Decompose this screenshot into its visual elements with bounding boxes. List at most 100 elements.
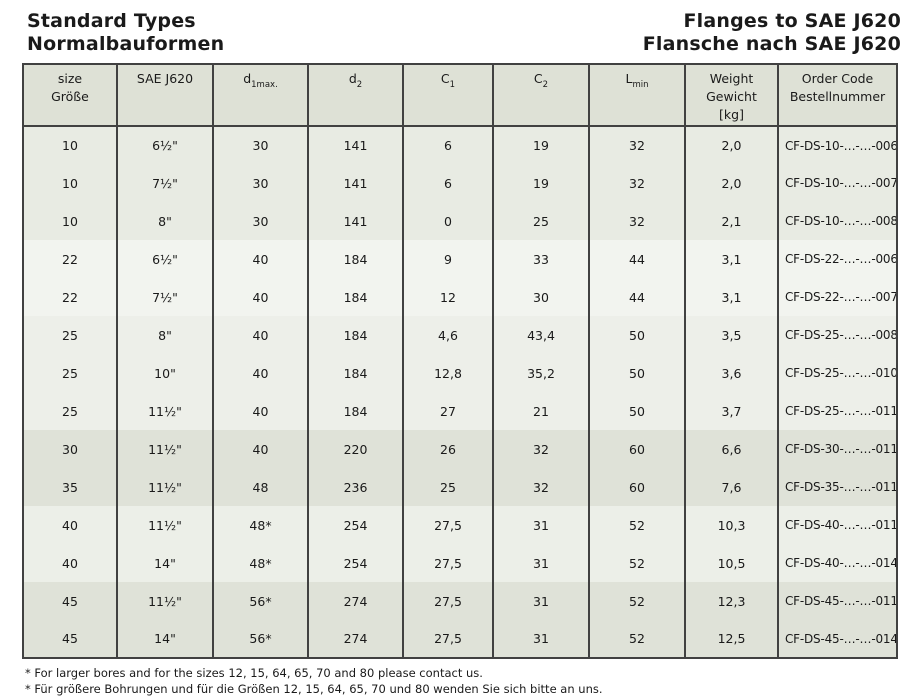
order-code-cell: CF-DS-22-…-…-006	[777, 240, 897, 278]
cell: 32	[588, 126, 685, 164]
cell: 12,3	[684, 582, 778, 620]
cell: 4,6	[402, 316, 493, 354]
column-header-sae-j620: SAE J620	[116, 64, 213, 127]
cell: 274	[307, 582, 403, 620]
table-row: 40 14" 48* 254 27,5 31 52 10,5 CF-DS-40-…-…-014	[23, 544, 897, 582]
table-row: 45 14" 56* 274 27,5 31 52 12,5 CF-DS-45-…-…-014	[23, 620, 897, 658]
cell: 44	[588, 240, 685, 278]
column-header-c2: C2	[492, 64, 589, 127]
cell: 2,0	[684, 164, 778, 202]
cell: 6	[402, 164, 493, 202]
cell: 30	[212, 126, 308, 164]
table-row: 35 11½" 48 236 25 32 60 7,6 CF-DS-35-…-…-011	[23, 468, 897, 506]
flange-table: size Größe SAE J620 d1max. d2 C1 C2 Lmin Weight G…	[22, 63, 898, 659]
cell: 50	[588, 316, 685, 354]
footnote-de: * Für größere Bohrungen und für die Größ…	[25, 682, 603, 696]
order-code-cell: CF-DS-25-…-…-011	[777, 392, 897, 430]
cell: 10	[62, 213, 78, 229]
table-row: 22 6½" 40 184 9 33 44 3,1 CF-DS-22-…-…-006	[23, 240, 897, 278]
cell: 3,1	[684, 278, 778, 316]
cell: 11½"	[116, 468, 213, 506]
cell: 19	[492, 126, 589, 164]
cell: 40	[62, 517, 78, 533]
cell: 220	[307, 430, 403, 468]
column-header-d1max: d1max.	[212, 64, 308, 127]
page-title-right: Flanges to SAE J620 Flansche nach SAE J6…	[643, 10, 901, 56]
cell: 30	[492, 278, 589, 316]
cell: 3,5	[684, 316, 778, 354]
cell: 31	[492, 506, 589, 544]
table-row: 25 10" 40 184 12,8 35,2 50 3,6 CF-DS-25-…-…-010	[23, 354, 897, 392]
order-code-cell: CF-DS-30-…-…-011	[777, 430, 897, 468]
cell: 10,5	[684, 544, 778, 582]
cell: 45	[62, 631, 78, 646]
cell: 8"	[116, 202, 213, 240]
cell: 56*	[212, 620, 308, 658]
cell: 40	[212, 354, 308, 392]
page-header: Standard Types Normalbauformen Flanges t…	[27, 10, 901, 56]
footnote-en: * For larger bores and for the sizes 12,…	[25, 666, 483, 680]
cell: 25	[402, 468, 493, 506]
cell: 141	[307, 126, 403, 164]
cell: 48	[212, 468, 308, 506]
cell: 184	[307, 240, 403, 278]
cell: 184	[307, 392, 403, 430]
table-row: 10 8" 30 141 0 25 32 2,1 CF-DS-10-…-…-008	[23, 202, 897, 240]
cell: 40	[212, 430, 308, 468]
cell: 40	[212, 392, 308, 430]
cell: 19	[492, 164, 589, 202]
cell: 7½"	[116, 164, 213, 202]
cell: 27,5	[402, 506, 493, 544]
cell: 6½"	[116, 240, 213, 278]
cell: 11½"	[116, 582, 213, 620]
cell: 14"	[116, 544, 213, 582]
cell: 56*	[212, 582, 308, 620]
cell: 12,5	[684, 620, 778, 658]
cell: 27,5	[402, 582, 493, 620]
order-code-cell: CF-DS-10-…-…-008	[777, 202, 897, 240]
cell: 32	[492, 430, 589, 468]
cell: 31	[492, 620, 589, 658]
cell: 141	[307, 202, 403, 240]
cell: 10	[62, 175, 78, 191]
cell: 0	[402, 202, 493, 240]
order-code-cell: CF-DS-45-…-…-014	[777, 620, 897, 658]
cell: 6,6	[684, 430, 778, 468]
cell: 52	[588, 620, 685, 658]
cell: 6½"	[116, 126, 213, 164]
title-normalbauformen: Normalbauformen	[27, 33, 225, 55]
table-row: 22 7½" 40 184 12 30 44 3,1 CF-DS-22-…-…-007	[23, 278, 897, 316]
cell: 32	[492, 468, 589, 506]
cell: 6	[402, 126, 493, 164]
column-header-d2: d2	[307, 64, 403, 127]
cell: 30	[212, 202, 308, 240]
cell: 12	[402, 278, 493, 316]
cell: 14"	[116, 620, 213, 658]
cell: 9	[402, 240, 493, 278]
cell: 60	[588, 468, 685, 506]
page-title-left: Standard Types Normalbauformen	[27, 10, 224, 56]
table-row: 10 6½" 30 141 6 19 32 2,0 CF-DS-10-…-…-006	[23, 126, 897, 164]
cell: 35	[62, 479, 78, 495]
cell: 44	[588, 278, 685, 316]
cell: 50	[588, 392, 685, 430]
cell: 3,1	[684, 240, 778, 278]
table-row: 25 8" 40 184 4,6 43,4 50 3,5 CF-DS-25-…-…-008	[23, 316, 897, 354]
footnotes: * For larger bores and for the sizes 12,…	[25, 665, 922, 697]
cell: 8"	[116, 316, 213, 354]
cell: 254	[307, 544, 403, 582]
cell: 22	[62, 251, 78, 267]
cell: 27,5	[402, 544, 493, 582]
cell: 2,0	[684, 126, 778, 164]
cell: 48*	[212, 544, 308, 582]
cell: 2,1	[684, 202, 778, 240]
cell: 40	[212, 240, 308, 278]
cell: 25	[492, 202, 589, 240]
cell: 31	[492, 544, 589, 582]
order-code-cell: CF-DS-35-…-…-011	[777, 468, 897, 506]
cell: 184	[307, 354, 403, 392]
cell: 43,4	[492, 316, 589, 354]
table-header-row: size Größe SAE J620 d1max. d2 C1 C2 Lmin Weight G…	[23, 64, 897, 127]
cell: 11½"	[116, 430, 213, 468]
order-code-cell: CF-DS-10-…-…-006	[777, 126, 897, 164]
